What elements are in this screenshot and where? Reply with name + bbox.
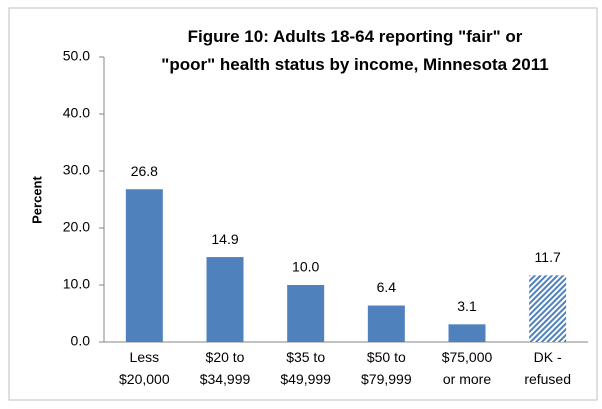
data-label: 14.9 [211,231,238,247]
data-label: 3.1 [457,298,477,314]
y-axis-label: Percent [29,175,44,223]
data-label: 10.0 [292,259,319,275]
data-label: 11.7 [535,249,561,265]
bar [206,257,244,342]
bar [448,324,486,342]
x-tick-label: $50 to $79,999 [361,349,412,387]
x-tick-label: $20 to $34,999 [200,349,251,387]
bar [529,275,567,342]
bar [367,305,405,342]
y-tick-label: 30.0 [63,162,90,178]
y-tick-label: 20.0 [63,219,90,235]
y-tick-label: 10.0 [63,276,90,292]
chart-title: Figure 10: Adults 18-64 reporting "fair"… [161,27,548,74]
x-tick-label: $75,000 or more [442,349,493,387]
x-tick-label: Less $20,000 [119,349,170,387]
y-tick-label: 40.0 [63,105,90,121]
data-label: 26.8 [131,163,158,179]
x-tick-label: DK -refused [524,349,571,387]
y-tick-label: 50.0 [63,48,90,64]
y-tick-label: 0.0 [71,333,91,349]
data-label: 6.4 [377,279,397,295]
bar [125,189,163,342]
bar [287,285,325,342]
x-tick-label: $35 to $49,999 [280,349,331,387]
